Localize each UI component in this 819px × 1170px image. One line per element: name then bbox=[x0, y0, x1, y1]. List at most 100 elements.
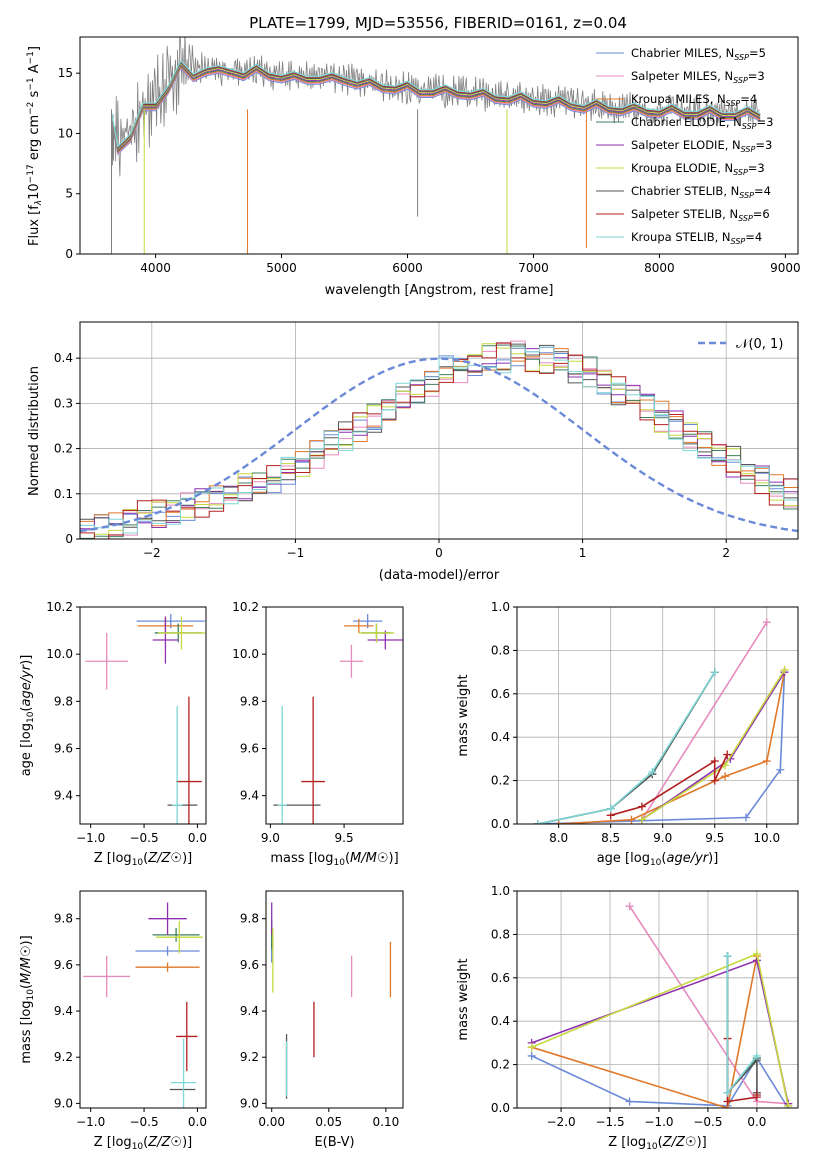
y-tick-label: 5 bbox=[65, 187, 73, 201]
legend-label-5: Kroupa ELODIE, NSSP=3 bbox=[631, 161, 765, 177]
weight-marker bbox=[625, 1097, 634, 1106]
weight-marker bbox=[741, 813, 750, 822]
y-tick-label: 0 bbox=[65, 247, 73, 261]
weight-marker bbox=[762, 618, 771, 627]
lines-weight-vs-z bbox=[527, 902, 793, 1108]
weight-line-1 bbox=[641, 621, 768, 821]
y-tick-label: 0.3 bbox=[54, 396, 73, 410]
y-tick-label: 9.2 bbox=[240, 1050, 259, 1064]
x-tick-label: 0.0 bbox=[188, 831, 207, 845]
y-tick-label: 9.4 bbox=[240, 1004, 259, 1018]
weight-marker bbox=[710, 776, 719, 785]
frame-residuals bbox=[79, 321, 799, 540]
model-spectrum-5 bbox=[111, 63, 761, 151]
weight-marker bbox=[762, 757, 771, 766]
weight-line-4 bbox=[641, 671, 786, 821]
y-tick-label: 10.0 bbox=[232, 647, 259, 661]
model-spectrum-2 bbox=[111, 65, 761, 154]
figure-title: PLATE=1799, MJD=53556, FIBERID=0161, z=0… bbox=[249, 14, 627, 32]
y-tick-label: 10.2 bbox=[232, 600, 259, 614]
y-tick-label: 9.8 bbox=[54, 694, 73, 708]
weight-line-5 bbox=[641, 669, 786, 821]
y-tick-label: 9.8 bbox=[240, 912, 259, 926]
weight-line-1 bbox=[628, 905, 789, 1105]
model-spectrum-7 bbox=[111, 61, 761, 149]
x-axis-label: (data-model)/error bbox=[379, 568, 500, 583]
y-tick-label: 9.8 bbox=[54, 912, 73, 926]
model-spectrum-6 bbox=[111, 62, 761, 150]
y-axis-label: Normed distribution bbox=[27, 366, 42, 496]
x-tick-label: 0.05 bbox=[315, 1115, 342, 1129]
x-tick-label: −1.5 bbox=[595, 1115, 624, 1129]
legend-label-4: Salpeter ELODIE, NSSP=3 bbox=[631, 138, 772, 154]
legend-label-1: Salpeter MILES, NSSP=3 bbox=[631, 69, 765, 85]
weight-marker bbox=[627, 815, 636, 824]
weight-line-7 bbox=[726, 1038, 758, 1103]
y-tick-label: 1.0 bbox=[491, 600, 510, 614]
legend-label-6: Chabrier STELIB, NSSP=4 bbox=[631, 184, 771, 200]
legend-label-3: Chabrier ELODIE, NSSP=3 bbox=[631, 115, 773, 131]
axes-mass-vs-ebv: 0.00 0.05 0.10 9.0 9.2 9.4 9.6 9.8 bbox=[240, 912, 399, 1129]
x-tick-label: 1 bbox=[579, 546, 587, 560]
normal-curve bbox=[80, 357, 798, 533]
x-tick-label: −1.0 bbox=[644, 1115, 673, 1129]
axes-spectrum: 4000 5000 6000 7000 8000 9000 0 5 10 15 bbox=[58, 66, 801, 275]
weight-marker bbox=[637, 802, 646, 811]
y-tick-label: 9.6 bbox=[54, 958, 73, 972]
weight-marker bbox=[710, 757, 719, 766]
frame-mass-vs-z bbox=[79, 890, 207, 1109]
y-tick-label: 0.8 bbox=[491, 927, 510, 941]
axes-residuals: −2 −1 0 1 2 0 0.1 0.2 0.3 0.4 bbox=[54, 322, 798, 560]
y-tick-label: 0.2 bbox=[491, 1058, 510, 1072]
legend-label-8: Kroupa STELIB, NSSP=4 bbox=[631, 230, 762, 246]
y-tick-label: 1.0 bbox=[491, 884, 510, 898]
lines-weight-vs-age bbox=[533, 618, 789, 824]
y-tick-label: 9.8 bbox=[240, 694, 259, 708]
y-tick-label: 0.4 bbox=[491, 1014, 510, 1028]
x-tick-label: 9.5 bbox=[335, 831, 354, 845]
y-tick-label: 10.2 bbox=[46, 600, 73, 614]
plot-layer: 4000 5000 6000 7000 8000 9000051015wavelength… bbox=[19, 36, 801, 1152]
errorbars-age-vs-z bbox=[85, 614, 205, 824]
weight-marker bbox=[752, 1051, 761, 1060]
y-tick-label: 0.8 bbox=[491, 643, 510, 657]
x-tick-label: 8.5 bbox=[601, 831, 620, 845]
weight-marker bbox=[776, 765, 785, 774]
weight-marker bbox=[554, 820, 563, 824]
weight-marker bbox=[752, 949, 761, 958]
x-tick-label: 2 bbox=[722, 546, 730, 560]
legend-label-7: Salpeter STELIB, NSSP=6 bbox=[631, 207, 770, 223]
weight-line-8 bbox=[537, 671, 716, 824]
frame-spectrum bbox=[79, 36, 799, 255]
weight-marker bbox=[723, 952, 732, 961]
x-tick-label: −1 bbox=[287, 546, 305, 560]
x-axis-label: age [log10(age/yr)] bbox=[597, 851, 719, 868]
x-tick-label: −0.5 bbox=[129, 831, 158, 845]
y-tick-label: 0.6 bbox=[491, 687, 510, 701]
legend-label-0: Chabrier MILES, NSSP=5 bbox=[631, 46, 766, 62]
y-tick-label: 0.6 bbox=[491, 971, 510, 985]
x-axis-label: Z [log10(Z/Z☉)] bbox=[94, 851, 192, 868]
frame-age-vs-z bbox=[79, 606, 207, 825]
errorbars-mass-vs-z bbox=[83, 902, 203, 1108]
y-tick-label: 0.4 bbox=[491, 730, 510, 744]
x-tick-label: 7000 bbox=[518, 261, 549, 275]
legend-label-normal: 𝒩(0, 1) bbox=[736, 337, 783, 352]
y-tick-label: 0.2 bbox=[491, 774, 510, 788]
weight-line-0 bbox=[537, 672, 786, 824]
x-tick-label: −0.5 bbox=[693, 1115, 722, 1129]
y-tick-label: 9.6 bbox=[54, 742, 73, 756]
y-tick-label: 0.0 bbox=[491, 817, 510, 831]
y-tick-label: 0.2 bbox=[54, 442, 73, 456]
y-axis-label: mass weight bbox=[456, 674, 471, 756]
x-tick-label: 9.5 bbox=[705, 831, 724, 845]
x-tick-label: 0.0 bbox=[747, 1115, 766, 1129]
y-axis-label: mass weight bbox=[456, 958, 471, 1040]
weight-marker bbox=[710, 668, 719, 677]
x-tick-label: −2.0 bbox=[546, 1115, 575, 1129]
x-tick-label: 0.00 bbox=[258, 1115, 285, 1129]
weight-marker bbox=[527, 1043, 536, 1052]
frame-age-vs-mass bbox=[265, 606, 404, 825]
weight-marker bbox=[533, 820, 542, 824]
y-tick-label: 9.6 bbox=[240, 742, 259, 756]
